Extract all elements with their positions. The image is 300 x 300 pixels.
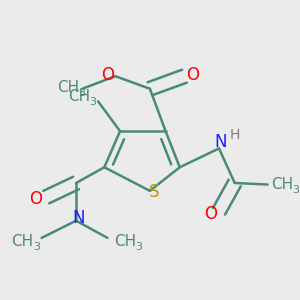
- Text: CH: CH: [12, 234, 34, 249]
- Text: N: N: [214, 133, 227, 151]
- Text: O: O: [101, 66, 114, 84]
- Text: 3: 3: [135, 242, 142, 252]
- Text: CH: CH: [114, 234, 136, 249]
- Text: 3: 3: [33, 242, 40, 252]
- Text: 3: 3: [292, 185, 299, 195]
- Text: H: H: [230, 128, 240, 142]
- Text: 3: 3: [79, 88, 86, 98]
- Text: O: O: [186, 66, 199, 84]
- Text: 3: 3: [90, 97, 97, 107]
- Text: O: O: [29, 190, 42, 208]
- Text: CH: CH: [57, 80, 79, 95]
- Text: CH: CH: [271, 177, 293, 192]
- Text: O: O: [204, 206, 217, 224]
- Text: S: S: [149, 183, 160, 201]
- Text: CH: CH: [68, 89, 90, 104]
- Text: N: N: [72, 208, 85, 226]
